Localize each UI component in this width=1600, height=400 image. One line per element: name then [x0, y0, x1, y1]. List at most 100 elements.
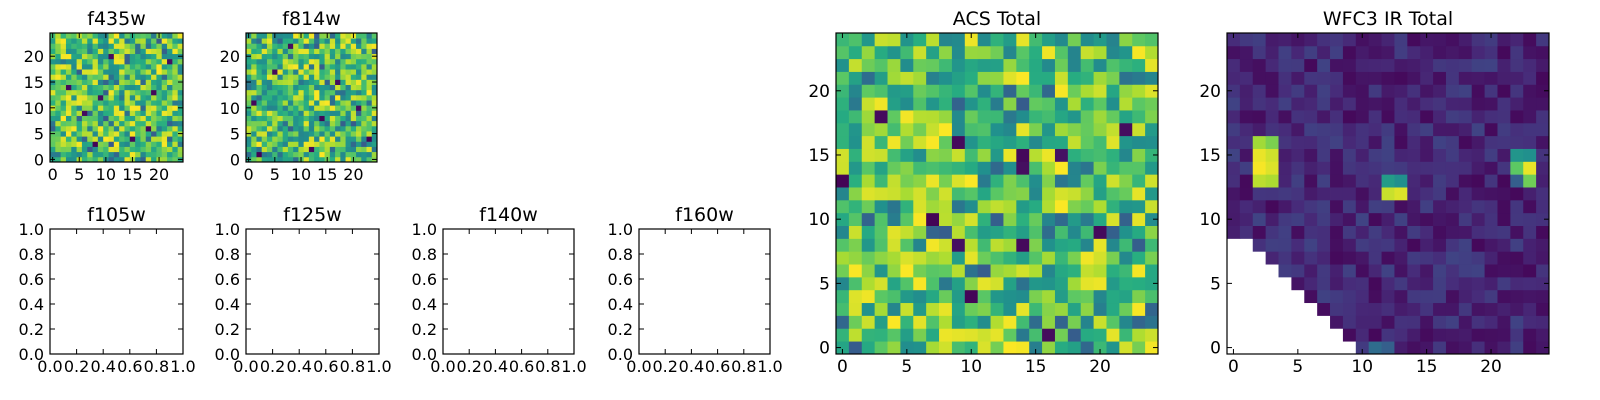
x-tick-label: 0.2: [260, 357, 285, 376]
heatmap-cell: [1227, 84, 1241, 98]
heatmap-cell: [1407, 315, 1421, 329]
heatmap-cell: [319, 48, 325, 55]
heatmap-cell: [887, 97, 901, 111]
heatmap-cell: [1029, 148, 1043, 162]
heatmap-cell: [50, 146, 56, 153]
heatmap-cell: [145, 84, 152, 91]
heatmap-cell: [1536, 135, 1550, 149]
heatmap-cell: [1471, 341, 1485, 355]
heatmap-cell: [87, 151, 93, 158]
heatmap-cell: [977, 187, 991, 201]
heatmap-cell: [161, 43, 168, 49]
heatmap-cell: [303, 141, 310, 147]
heatmap-cell: [836, 199, 850, 214]
heatmap-cell: [161, 115, 168, 122]
heatmap-cell: [861, 341, 876, 355]
heatmap-cell: [272, 69, 278, 75]
heatmap-cell: [308, 38, 315, 44]
heatmap-cell: [350, 94, 357, 101]
heatmap-cell: [1016, 328, 1030, 342]
heatmap-cell: [1368, 264, 1382, 278]
heatmap-cell: [1458, 251, 1473, 265]
heatmap-cell: [887, 84, 901, 98]
heatmap-cell: [55, 136, 62, 142]
heatmap-cell: [298, 125, 305, 132]
heatmap-cell: [848, 315, 863, 329]
heatmap-cell: [1265, 187, 1279, 201]
heatmap-cell: [1523, 341, 1537, 355]
heatmap-cell: [92, 146, 99, 153]
heatmap-cell: [329, 105, 336, 111]
heatmap-cell: [251, 125, 257, 132]
heatmap-cell: [167, 94, 173, 101]
heatmap-cell: [287, 125, 294, 132]
heatmap-cell: [1119, 302, 1133, 316]
heatmap-cell: [308, 110, 315, 116]
heatmap-cell: [913, 97, 927, 111]
heatmap-cell: [92, 69, 99, 75]
heatmap-cell: [71, 110, 77, 116]
heatmap-cell: [977, 341, 991, 355]
heatmap-cell: [1394, 289, 1408, 304]
heatmap-cell: [145, 125, 152, 132]
heatmap-cell: [1407, 97, 1421, 111]
heatmap-cell: [1484, 212, 1498, 226]
heatmap-cell: [256, 110, 263, 116]
heatmap-cell: [1484, 341, 1498, 355]
heatmap-cell: [1330, 289, 1344, 304]
heatmap-cell: [135, 100, 141, 106]
heatmap-cell: [145, 38, 152, 44]
heatmap-cell: [119, 48, 125, 55]
heatmap-cell: [261, 69, 268, 75]
heatmap-cell: [1458, 148, 1473, 162]
heatmap-cell: [113, 146, 120, 153]
heatmap-cell: [939, 341, 953, 355]
heatmap-cell: [361, 115, 367, 122]
heatmap-cell: [1080, 71, 1094, 85]
heatmap-cell: [1420, 328, 1434, 342]
heatmap-cell: [1381, 238, 1395, 252]
heatmap-cell: [92, 94, 99, 101]
heatmap-cell: [1054, 212, 1069, 226]
heatmap-cell: [177, 125, 184, 132]
heatmap-cell: [939, 148, 953, 162]
heatmap-cell: [990, 148, 1004, 162]
heatmap-cell: [874, 225, 888, 239]
heatmap-cell: [1368, 161, 1382, 175]
heatmap-cell: [1342, 264, 1357, 278]
heatmap-cell: [81, 146, 88, 153]
heatmap-cell: [1458, 315, 1473, 329]
heatmap-cell: [1016, 135, 1030, 149]
heatmap-cell: [1381, 264, 1395, 278]
heatmap-cell: [1407, 122, 1421, 137]
heatmap-cell: [1227, 135, 1241, 149]
heatmap-cell: [303, 53, 310, 60]
heatmap-cell: [55, 38, 62, 44]
heatmap-cell: [1042, 174, 1056, 188]
heatmap-cell: [977, 45, 991, 60]
heatmap-cell: [261, 105, 268, 111]
heatmap-cell: [1536, 264, 1550, 278]
heatmap-cell: [129, 84, 136, 91]
heatmap-cell: [900, 45, 914, 60]
heatmap-cell: [145, 105, 152, 111]
heatmap-cell: [246, 94, 252, 101]
heatmap-cell: [1394, 199, 1408, 214]
heatmap-cell: [167, 120, 173, 127]
heatmap-cell: [135, 105, 141, 111]
heatmap-cell: [1132, 33, 1146, 47]
heatmap-cell: [177, 69, 184, 75]
heatmap-cell: [308, 63, 315, 70]
heatmap-cell: [135, 69, 141, 75]
heatmap-cell: [848, 33, 863, 47]
heatmap-cell: [266, 74, 273, 80]
heatmap-cell: [1368, 328, 1382, 342]
heatmap-cell: [356, 69, 362, 75]
heatmap-cell: [1536, 148, 1550, 162]
heatmap-cell: [314, 63, 320, 70]
heatmap-cell: [129, 43, 136, 49]
heatmap-cell: [151, 79, 157, 85]
heatmap-cell: [298, 151, 305, 158]
heatmap-cell: [1536, 212, 1550, 226]
heatmap-cell: [990, 45, 1004, 60]
